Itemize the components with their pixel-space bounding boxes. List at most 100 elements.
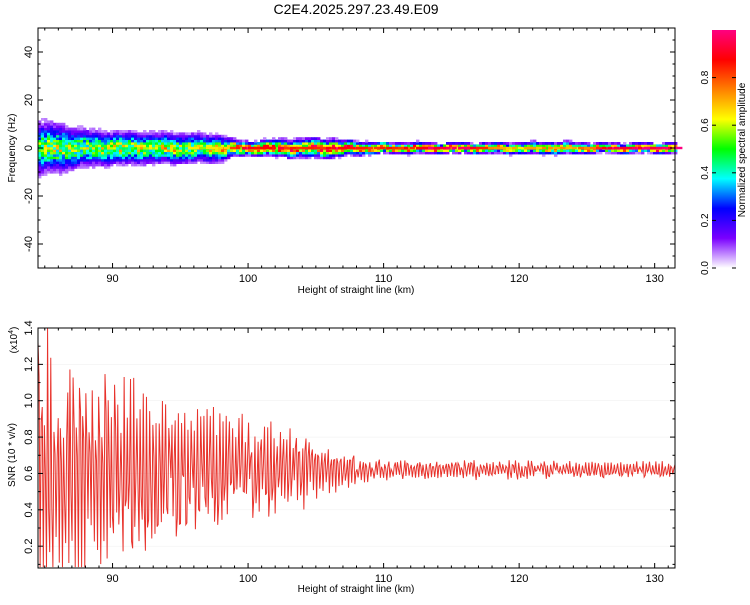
spectrogram-cell	[44, 146, 48, 150]
spectrogram-cell	[50, 137, 54, 140]
spectrogram-cell	[656, 151, 660, 155]
spectrogram-cell	[44, 125, 48, 128]
spectrogram-cell	[671, 144, 675, 148]
spectrogram-ridge-cell	[296, 146, 303, 150]
spectrogram-cell	[305, 156, 309, 160]
spectrogram-cell	[53, 132, 57, 136]
spectrogram-cell	[155, 161, 159, 164]
spectrogram-cell	[512, 144, 516, 148]
spectrogram-cell	[68, 166, 72, 169]
spectrogram-cell	[374, 151, 378, 155]
spectrogram-cell	[110, 151, 114, 155]
spectrogram-cell	[266, 144, 270, 148]
spectrogram-cell	[50, 158, 54, 162]
spectrogram-cell	[512, 142, 516, 145]
spectrogram-cell	[515, 144, 519, 148]
spectrogram-cell	[362, 142, 366, 145]
spectrogram-cell	[224, 134, 228, 138]
spectrogram-cell	[464, 151, 468, 155]
spectrogram-cell	[305, 154, 309, 157]
spectrogram-ridge-cell	[674, 146, 683, 150]
spectrogram-cell	[146, 146, 150, 150]
spectrogram-ridge-cell	[440, 146, 448, 150]
spectrogram-cell	[206, 161, 210, 164]
spectrogram-cell	[77, 156, 81, 160]
spectrogram-cell	[194, 151, 198, 155]
spectrogram-cell	[44, 144, 48, 148]
spectrogram-cell	[41, 158, 45, 162]
spectrogram-cell	[137, 149, 141, 152]
spectrogram-cell	[62, 151, 66, 155]
spectrogram-cell	[302, 139, 306, 143]
spectrogram-cell	[158, 161, 162, 164]
spectrogram-cell	[533, 144, 537, 148]
spectrogram-cell	[668, 142, 672, 145]
spectrogram-cell	[134, 139, 138, 143]
spectrogram-cell	[116, 154, 120, 157]
spectrogram-cell	[125, 146, 129, 150]
spectrogram-cell	[68, 130, 72, 133]
spectrogram-cell	[203, 149, 207, 152]
spectrogram-cell	[380, 144, 384, 148]
spectrogram-cell	[248, 144, 252, 148]
snr-y-ticks: 0.20.40.60.81.01.21.4	[23, 320, 675, 565]
spectrogram-cell	[392, 149, 396, 152]
spectrogram-cell	[101, 132, 105, 136]
spectrogram-cell	[311, 144, 315, 148]
spectrogram-cell	[119, 163, 123, 167]
spectrogram-cell	[38, 161, 42, 164]
spectrogram-cell	[56, 151, 60, 155]
spectrogram-cell	[305, 144, 309, 148]
spectrogram-cell	[86, 161, 90, 164]
spectrogram-cell	[128, 154, 132, 157]
spectrogram-cell	[167, 149, 171, 152]
spectrogram-cell	[131, 161, 135, 164]
spectrogram-cell	[605, 146, 609, 150]
spectrogram-cell	[218, 161, 222, 164]
spectrogram-cell	[95, 161, 99, 164]
spectrogram-cell	[95, 146, 99, 150]
spectrogram-cell	[524, 151, 528, 155]
spectrogram-cell	[356, 149, 360, 152]
spectrogram-cell	[512, 151, 516, 155]
spectrogram-cell	[125, 156, 129, 160]
spectrogram-cell	[293, 137, 297, 140]
spectrogram-cell	[302, 137, 306, 140]
spectrogram-cell	[140, 158, 144, 162]
spectrogram-cell	[62, 170, 66, 174]
spectrogram-cell	[110, 134, 114, 138]
spectrogram-cell	[605, 151, 609, 155]
spectrogram-cell	[458, 144, 462, 148]
spectrogram-cell	[125, 132, 129, 136]
spectrogram-cell	[599, 142, 603, 145]
spectrogram-cell	[272, 144, 276, 148]
spectrogram-cell	[47, 139, 51, 143]
spectrogram-cell	[623, 149, 627, 152]
spectrogram-cell	[623, 144, 627, 148]
spectrogram-cell	[548, 149, 552, 152]
spectrogram-cell	[470, 149, 474, 152]
spectrogram-cell	[200, 151, 204, 155]
spectrogram-cell	[131, 134, 135, 138]
spectrogram-cell	[158, 130, 162, 133]
spectrogram-cell	[122, 132, 126, 136]
spectrogram-cell	[308, 144, 312, 148]
spectrogram-cell	[179, 139, 183, 143]
spectrogram-cell	[179, 154, 183, 157]
spectrogram-cell	[152, 154, 156, 157]
spectrogram-cell	[107, 163, 111, 167]
spectrogram-cell	[206, 151, 210, 155]
spectrogram-cell	[110, 161, 114, 164]
x-tick-label: 110	[375, 573, 393, 585]
spectrogram-cell	[293, 149, 297, 152]
spectrogram-cell	[59, 137, 63, 140]
spectrogram-cell	[491, 151, 495, 155]
spectrogram-cell	[38, 168, 42, 172]
spectrogram-cell	[599, 151, 603, 155]
colorbar-tick-label: 0.8	[700, 70, 711, 84]
spectrogram-cell	[86, 144, 90, 148]
spectrogram-cell	[176, 144, 180, 148]
spectrogram-cell	[509, 151, 513, 155]
spectrogram-cell	[185, 154, 189, 157]
spectrogram-cell	[635, 149, 639, 152]
